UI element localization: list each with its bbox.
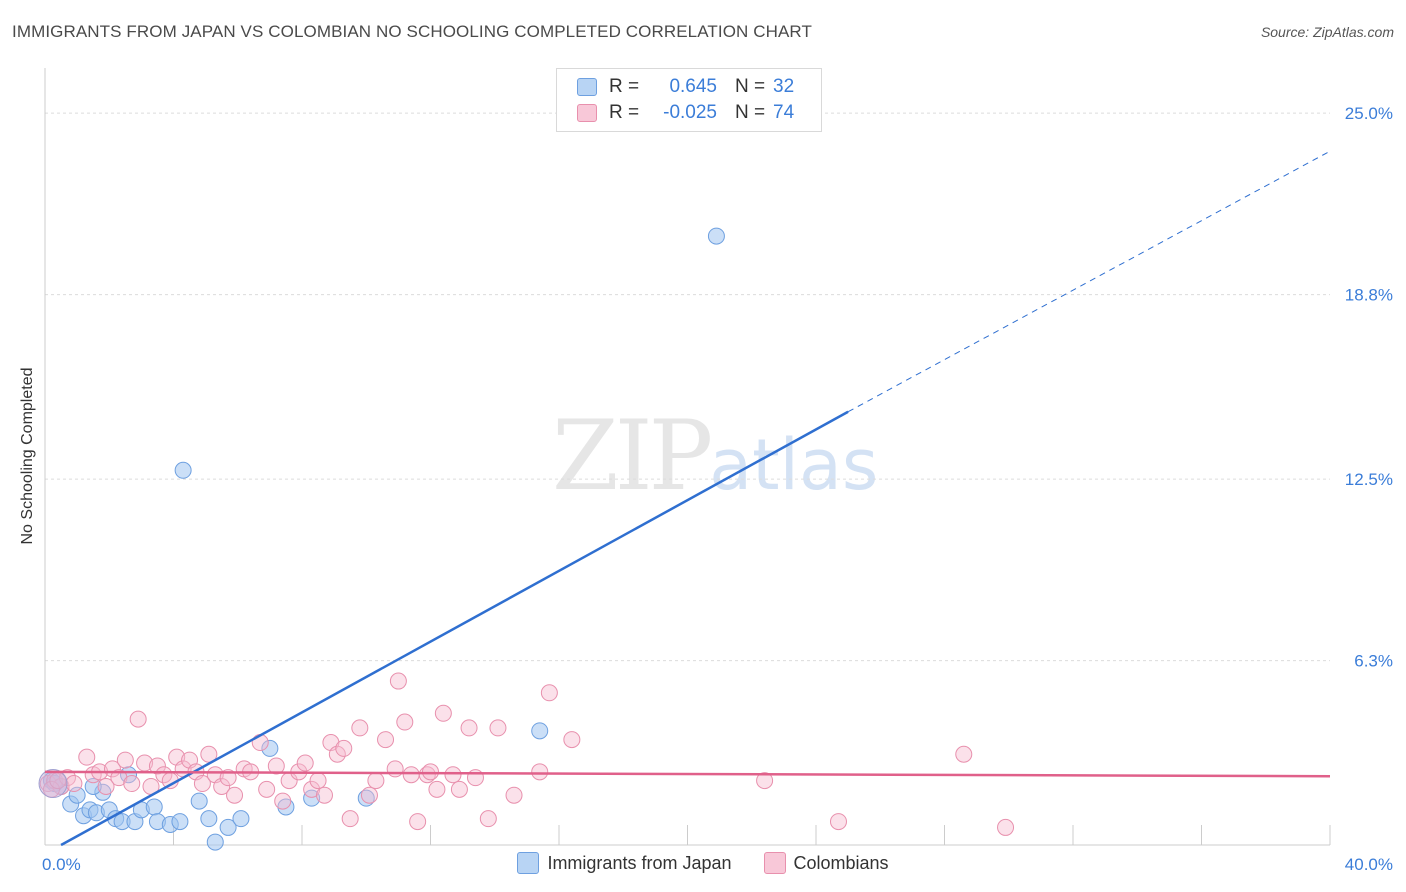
legend-item-japan[interactable]: Immigrants from Japan [517,852,732,874]
stats-box: R = 0.645 N = 32 R = -0.025 N = 74 [556,68,822,132]
point-colombians [409,813,427,831]
y-tick-label: 25.0% [1345,104,1393,123]
legend: Immigrants from Japan Colombians [0,852,1406,874]
point-colombians [531,763,549,781]
n-label: N = [735,76,766,97]
legend-swatch-colombians [763,852,786,874]
x-tick-label: 0.0% [42,855,81,874]
r-label: R = [609,76,640,97]
point-colombians [296,754,314,772]
stats-row-japan: R = 0.645 N = 32 [577,75,794,99]
point-japan [531,722,549,740]
source-label: Source: ZipAtlas.com [1260,24,1394,40]
y-tick-label: 18.8% [1345,286,1393,305]
point-colombians [955,745,973,763]
point-japan [206,833,224,851]
point-colombians [97,777,115,795]
legend-item-colombians[interactable]: Colombians [763,852,889,874]
point-colombians [540,684,558,702]
point-colombians [65,775,83,793]
point-colombians [418,766,436,784]
n-value: 32 [773,76,795,97]
point-japan [84,777,102,795]
r-value: -0.025 [663,102,717,123]
point-colombians [396,713,414,731]
x-tick-label: 40.0% [1345,855,1393,874]
point-colombians [563,731,581,749]
n-value: 74 [773,102,795,123]
point-japan [120,766,138,784]
point-japan [190,792,208,810]
stats-row-colombians: R = -0.025 N = 74 [577,101,794,125]
point-colombians [444,766,462,784]
point-japan [707,227,725,245]
n-label: N = [735,102,766,123]
y-tick-label: 12.5% [1345,470,1393,489]
point-colombians [116,751,134,769]
point-japan [174,461,192,479]
watermark-zip: ZIP [552,400,713,512]
point-colombians [422,763,439,781]
point-colombians [123,775,141,793]
watermark: ZIPatlas [552,400,878,512]
point-colombians [226,786,244,804]
point-colombians [351,719,369,737]
point-colombians [450,780,468,798]
point-colombians [335,739,353,757]
point-colombians [213,777,231,795]
point-japan [232,810,250,828]
point-colombians [258,780,276,798]
point-japan [200,810,218,828]
trend-line-japan-extension [847,150,1331,413]
point-colombians [251,734,269,752]
point-colombians [129,710,147,728]
point-colombians [315,786,333,804]
watermark-atlas: atlas [709,424,879,506]
point-colombians [389,672,407,690]
r-label: R = [609,102,640,123]
point-colombians [997,818,1015,836]
r-value: 0.645 [669,76,717,97]
point-colombians [479,810,497,828]
point-colombians [402,766,420,784]
point-colombians [267,757,285,775]
legend-label-japan: Immigrants from Japan [547,852,732,873]
point-japan [303,789,321,807]
point-colombians [386,760,404,778]
point-colombians [505,786,523,804]
y-tick-label: 6.3% [1354,652,1393,671]
point-cluster [38,769,68,799]
point-colombians [367,772,385,790]
point-colombians [148,757,166,775]
point-colombians [309,772,327,790]
point-colombians [360,786,378,804]
point-colombians [428,780,446,798]
legend-label-colombians: Colombians [793,852,889,873]
point-colombians [489,719,507,737]
point-japan [145,798,163,816]
point-japan [357,789,375,807]
point-colombians [193,775,211,793]
point-colombians [460,719,478,737]
point-colombians [829,813,847,831]
chart-title: IMMIGRANTS FROM JAPAN VS COLOMBIAN NO SC… [12,22,812,41]
point-japan [261,739,279,757]
point-colombians [756,772,774,790]
stats-swatch-colombians [577,104,597,122]
point-colombians [328,745,346,763]
point-colombians [274,792,292,810]
point-colombians [434,704,452,722]
point-japan [219,818,237,836]
point-japan [171,813,189,831]
point-colombians [155,766,173,784]
point-colombians [377,731,395,749]
point-colombians [341,810,359,828]
stats-swatch-japan [577,78,597,96]
trend-line-colombians [44,770,1331,778]
legend-swatch-japan [517,852,540,874]
point-colombians [78,748,96,766]
